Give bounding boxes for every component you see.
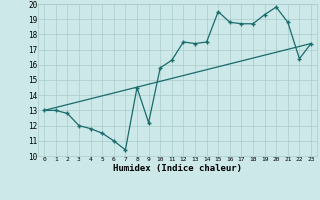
X-axis label: Humidex (Indice chaleur): Humidex (Indice chaleur) (113, 164, 242, 173)
